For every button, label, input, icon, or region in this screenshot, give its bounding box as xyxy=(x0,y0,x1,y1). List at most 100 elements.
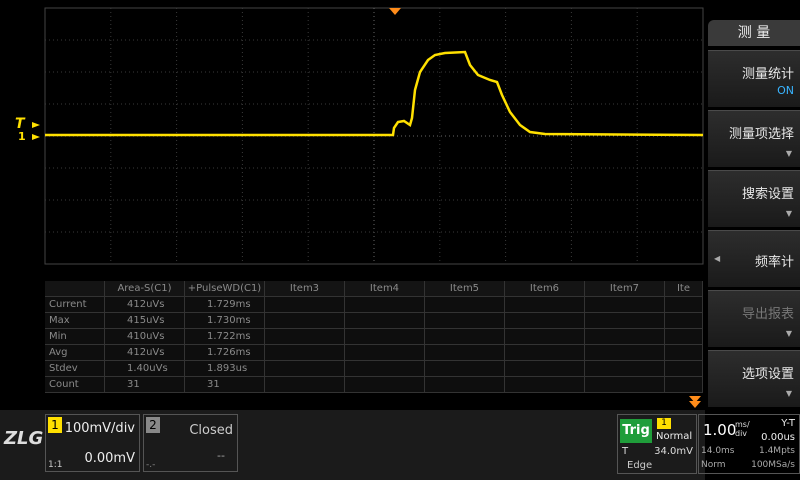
menu-title: 测 量 xyxy=(708,20,800,46)
menu-button[interactable]: 测量项选择 ▼ xyxy=(708,110,800,167)
empty-cell xyxy=(585,377,665,393)
trigger-level-name: T xyxy=(622,446,629,457)
empty-cell xyxy=(585,297,665,313)
empty-cell xyxy=(265,313,345,329)
column-header: Ite xyxy=(665,281,703,297)
empty-cell xyxy=(585,313,665,329)
trigger-label: Trig xyxy=(620,419,652,443)
vertical-scale: 100mV/div xyxy=(64,421,135,436)
measurement-value: 31 xyxy=(105,377,185,393)
channel-1-box[interactable]: 1 100mV/div 0.00mV 1:1 xyxy=(45,414,140,472)
measurement-value: 410uVs xyxy=(105,329,185,345)
column-header: Item6 xyxy=(505,281,585,297)
row-label: Min xyxy=(45,329,105,345)
probe-ratio: -.- xyxy=(146,460,156,470)
empty-cell xyxy=(425,345,505,361)
empty-cell xyxy=(425,329,505,345)
empty-cell xyxy=(505,345,585,361)
channel-status: Closed xyxy=(189,423,233,438)
measurement-table: Area-S(C1) +PulseWD(C1) Item3 Item4 Item5 Ite… xyxy=(45,281,703,393)
empty-cell xyxy=(505,361,585,377)
measurement-value: 1.730ms xyxy=(185,313,265,329)
menu-button[interactable]: 导出报表 ▼ xyxy=(708,290,800,347)
channel-number: 1 xyxy=(48,417,62,433)
empty-cell xyxy=(585,361,665,377)
empty-cell xyxy=(585,345,665,361)
measurement-value: 415uVs xyxy=(105,313,185,329)
row-label: Current xyxy=(45,297,105,313)
empty-cell xyxy=(345,329,425,345)
menu-label: 搜索设置 xyxy=(741,187,794,202)
submenu-arrow: ▼ xyxy=(785,149,792,158)
menu-label: 测量统计 xyxy=(741,67,794,82)
sample-rate: 100MSa/s xyxy=(751,460,795,470)
empty-cell xyxy=(505,329,585,345)
measurement-value: 1.722ms xyxy=(185,329,265,345)
submenu-arrow: ▼ xyxy=(785,329,792,338)
column-header: Item3 xyxy=(265,281,345,297)
measurement-value: 412uVs xyxy=(105,345,185,361)
empty-cell xyxy=(425,297,505,313)
empty-cell xyxy=(665,345,703,361)
empty-cell xyxy=(665,329,703,345)
empty-cell xyxy=(425,313,505,329)
timebase-box[interactable]: 1.00 ms/div Y-T 0.00us 14.0ms 1.4Mpts No… xyxy=(698,414,800,474)
measurement-value: 1.729ms xyxy=(185,297,265,313)
trigger-type: Edge xyxy=(627,460,653,471)
measurement-value: 31 xyxy=(185,377,265,393)
display-mode: Y-T xyxy=(781,418,795,429)
empty-cell xyxy=(265,361,345,377)
probe-ratio: 1:1 xyxy=(48,460,63,470)
vertical-offset: -- xyxy=(217,449,225,462)
menu-value: ON xyxy=(777,84,794,97)
time-unit: ms/div xyxy=(735,420,750,438)
vertical-offset: 0.00mV xyxy=(84,451,135,466)
menu-button[interactable]: 频率计 ◀ xyxy=(708,230,800,287)
empty-cell xyxy=(665,297,703,313)
empty-cell xyxy=(345,377,425,393)
empty-cell xyxy=(505,313,585,329)
scroll-indicator xyxy=(689,396,701,408)
empty-cell xyxy=(665,313,703,329)
measurement-value: 412uVs xyxy=(105,297,185,313)
empty-cell xyxy=(265,297,345,313)
trigger-position-marker xyxy=(389,8,401,15)
trigger-box[interactable]: Trig 1 Normal T 34.0mV Edge xyxy=(617,414,697,474)
menu-label: 导出报表 xyxy=(741,307,794,322)
menu-button[interactable]: 搜索设置 ▼ xyxy=(708,170,800,227)
column-header xyxy=(45,281,105,297)
memory-depth: 1.4Mpts xyxy=(758,446,795,456)
row-label: Max xyxy=(45,313,105,329)
empty-cell xyxy=(345,361,425,377)
menu-label: 选项设置 xyxy=(741,367,794,382)
empty-cell xyxy=(585,329,665,345)
column-header: Item5 xyxy=(425,281,505,297)
time-delay: 14.0ms xyxy=(701,446,735,456)
menu-label: 频率计 xyxy=(754,255,794,270)
menu-button[interactable]: 测量统计 ON xyxy=(708,50,800,107)
level-arrows xyxy=(32,122,40,140)
time-scale: 1.00 xyxy=(703,421,737,439)
empty-cell xyxy=(505,377,585,393)
empty-cell xyxy=(265,345,345,361)
empty-cell xyxy=(265,329,345,345)
channel-2-box[interactable]: 2 Closed -- -.- xyxy=(143,414,238,472)
measurement-value: 1.893us xyxy=(185,361,265,377)
column-header: Area-S(C1) xyxy=(105,281,185,297)
empty-cell xyxy=(665,377,703,393)
empty-cell xyxy=(345,297,425,313)
channel-marker: 1 xyxy=(18,130,26,143)
column-header: Item4 xyxy=(345,281,425,297)
logo: ZLG xyxy=(4,428,44,449)
column-header: Item7 xyxy=(585,281,665,297)
menu-label: 测量项选择 xyxy=(728,127,794,142)
empty-cell xyxy=(425,377,505,393)
measurement-value: 1.726ms xyxy=(185,345,265,361)
submenu-arrow: ▼ xyxy=(785,389,792,398)
left-arrow: ◀ xyxy=(714,254,721,263)
row-label: Avg xyxy=(45,345,105,361)
submenu-arrow: ▼ xyxy=(785,209,792,218)
acquire-mode: Norm xyxy=(701,460,726,470)
menu-button[interactable]: 选项设置 ▼ xyxy=(708,350,800,407)
